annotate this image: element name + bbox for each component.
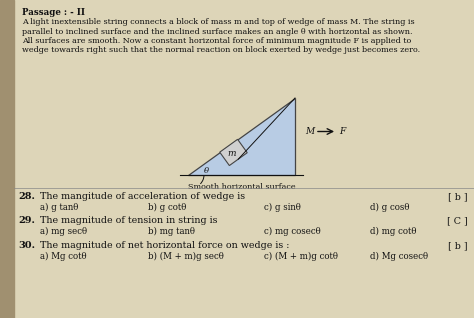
Text: d) g cosθ: d) g cosθ [370,203,410,212]
Text: b) (M + m)g secθ: b) (M + m)g secθ [148,252,224,261]
Text: c) g sinθ: c) g sinθ [264,203,301,212]
Text: m: m [227,149,236,158]
Text: a) Mg cotθ: a) Mg cotθ [40,252,87,261]
Text: 30.: 30. [18,241,35,250]
Text: [ b ]: [ b ] [448,192,468,201]
Text: 28.: 28. [18,192,35,201]
Text: 29.: 29. [18,216,35,225]
Text: A light inextensible string connects a block of mass m and top of wedge of mass : A light inextensible string connects a b… [22,18,415,26]
Text: b) mg tanθ: b) mg tanθ [148,227,195,236]
Text: a) mg secθ: a) mg secθ [40,227,87,236]
Text: a) g tanθ: a) g tanθ [40,203,78,212]
Text: wedge towards right such that the normal reaction on block exerted by wedge just: wedge towards right such that the normal… [22,46,420,54]
Text: c) (M + m)g cotθ: c) (M + m)g cotθ [264,252,338,261]
Text: Passage : - II: Passage : - II [22,8,85,17]
Polygon shape [188,98,295,175]
Text: The magnitude of net horizontal force on wedge is :: The magnitude of net horizontal force on… [40,241,290,250]
Text: b) g cotθ: b) g cotθ [148,203,186,212]
Text: θ: θ [203,167,209,175]
Text: The mangitude of acceleration of wedge is: The mangitude of acceleration of wedge i… [40,192,245,201]
Text: M: M [305,127,314,136]
Polygon shape [220,139,247,166]
Bar [0,0,14,318]
Text: [ b ]: [ b ] [448,241,468,250]
Text: The magnitude of tension in string is: The magnitude of tension in string is [40,216,218,225]
Text: c) mg cosecθ: c) mg cosecθ [264,227,321,236]
Text: d) mg cotθ: d) mg cotθ [370,227,417,236]
Text: F: F [339,127,345,136]
Text: All surfaces are smooth. Now a constant horizontal force of minimum magnitude F : All surfaces are smooth. Now a constant … [22,37,411,45]
Text: parallel to inclined surface and the inclined surface makes an angle θ with hori: parallel to inclined surface and the inc… [22,27,412,36]
Text: d) Mg cosecθ: d) Mg cosecθ [370,252,428,261]
Text: Smooth horizontal surface: Smooth horizontal surface [188,183,295,191]
Text: [ C ]: [ C ] [447,216,468,225]
